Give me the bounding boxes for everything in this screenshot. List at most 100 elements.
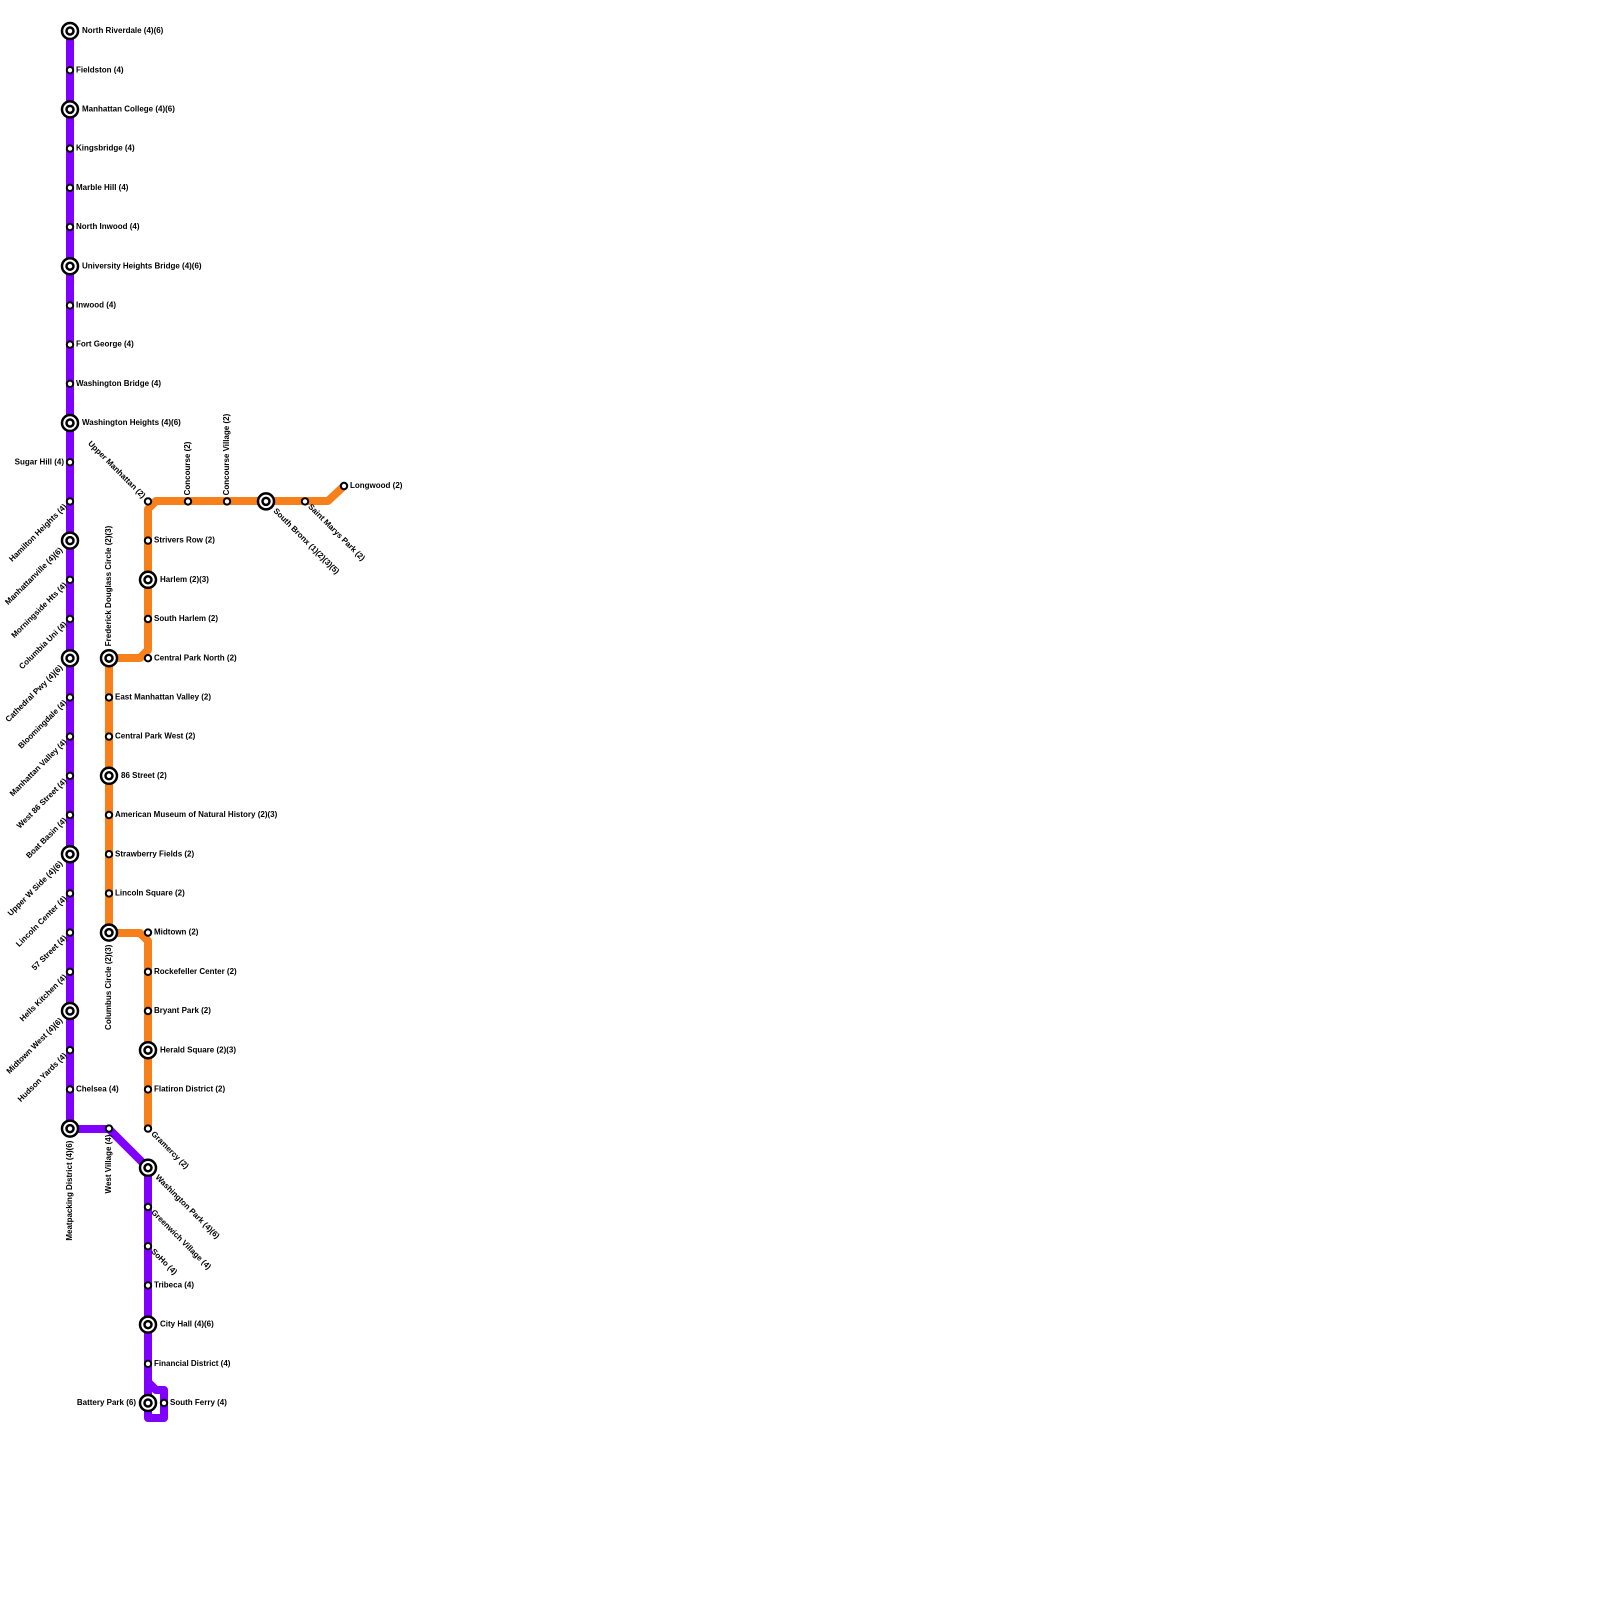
station-label: Flatiron District (2) — [154, 1085, 225, 1094]
station — [65, 379, 75, 388]
station-label: Concourse Village (2) — [222, 413, 231, 495]
station — [65, 771, 75, 780]
station — [65, 1046, 75, 1055]
station-label: Longwood (2) — [350, 481, 403, 490]
station — [65, 458, 75, 467]
station-label: Central Park North (2) — [154, 653, 237, 662]
station-label: North Riverdale (4)(6) — [82, 26, 164, 35]
station — [65, 340, 75, 349]
station — [183, 497, 193, 506]
interchange-inner — [143, 1319, 153, 1330]
station-label: Harlem (2)(3) — [160, 575, 209, 584]
station — [65, 144, 75, 153]
station-label: West Village (4) — [104, 1134, 113, 1193]
interchange-inner — [261, 496, 271, 507]
station-label: Marble Hill (4) — [76, 183, 129, 192]
interchange-inner — [65, 418, 75, 428]
station-label: City Hall (4)(6) — [160, 1320, 214, 1329]
station — [143, 536, 153, 545]
station — [65, 614, 75, 624]
station — [143, 1006, 153, 1016]
station-label: Strawberry Fields (2) — [115, 849, 194, 858]
station — [65, 222, 75, 232]
interchange-inner — [143, 575, 153, 585]
station — [65, 183, 75, 193]
station — [65, 66, 75, 75]
station — [339, 481, 349, 491]
interchange-inner — [104, 771, 114, 781]
station-label: University Heights Bridge (4)(6) — [82, 261, 202, 270]
station-label: Tribeca (4) — [154, 1281, 194, 1290]
station-label: 86 Street (2) — [121, 771, 167, 780]
station — [65, 810, 75, 820]
interchange-inner — [143, 1163, 153, 1173]
station-label: Fieldston (4) — [76, 65, 124, 74]
station-label: Midtown (2) — [154, 928, 199, 937]
station — [222, 497, 232, 506]
station-label: Lincoln Square (2) — [115, 889, 185, 898]
orange-line — [105, 483, 347, 1129]
station — [143, 614, 153, 624]
station-label: South Harlem (2) — [154, 614, 218, 623]
station-label: Chelsea (4) — [76, 1085, 119, 1094]
interchange-inner — [65, 104, 75, 115]
station — [65, 497, 75, 506]
station-label: Columbus Circle (2)(3) — [104, 944, 113, 1030]
station-label: Herald Square (2)(3) — [160, 1045, 236, 1054]
interchange-inner — [65, 26, 75, 36]
station-label: Rockefeller Center (2) — [154, 967, 237, 976]
station — [65, 967, 75, 976]
station — [143, 1202, 153, 1212]
station — [143, 1085, 153, 1094]
station — [65, 575, 75, 584]
interchange-inner — [65, 261, 75, 271]
station-label: Central Park West (2) — [115, 732, 196, 741]
station-label: Sugar Hill (4) — [15, 457, 65, 466]
station-label: Frederick Douglass Circle (2)(3) — [104, 525, 113, 646]
station — [143, 1281, 153, 1290]
interchange-inner — [65, 653, 75, 663]
station-label: Battery Park (6) — [77, 1398, 136, 1407]
station — [104, 1124, 114, 1133]
station — [65, 889, 75, 898]
station — [143, 654, 153, 663]
station-label: Washington Bridge (4) — [76, 379, 161, 388]
station — [65, 928, 75, 937]
station-label: South Ferry (4) — [170, 1398, 227, 1407]
station-label: Concourse (2) — [183, 441, 192, 495]
station — [65, 693, 75, 702]
station-label: Inwood (4) — [76, 301, 116, 310]
interchange-inner — [65, 1006, 75, 1016]
station — [143, 1242, 153, 1251]
station — [65, 1085, 75, 1094]
station — [143, 928, 153, 937]
interchange-inner — [143, 1398, 153, 1408]
interchange-inner — [65, 849, 75, 859]
station — [300, 497, 310, 506]
station — [65, 301, 75, 310]
interchange-inner — [104, 653, 114, 663]
station — [65, 732, 75, 741]
station-label: Strivers Row (2) — [154, 536, 215, 545]
station-label: North Inwood (4) — [76, 222, 140, 231]
station — [104, 810, 114, 820]
interchange-inner — [65, 1123, 75, 1134]
station — [143, 1124, 153, 1133]
station-label: American Museum of Natural History (2)(3… — [115, 810, 278, 819]
station — [104, 889, 114, 898]
station — [159, 1398, 169, 1408]
purple-line — [66, 31, 168, 1422]
station — [104, 693, 114, 702]
station-label: Bryant Park (2) — [154, 1006, 211, 1015]
station-label: Meatpacking District (4)(6) — [65, 1140, 74, 1240]
station-label: East Manhattan Valley (2) — [115, 693, 211, 702]
interchange-inner — [65, 535, 75, 546]
station-label: Financial District (4) — [154, 1359, 231, 1368]
station — [104, 850, 114, 859]
station — [143, 497, 153, 506]
station-label: Manhattan College (4)(6) — [82, 105, 175, 114]
station-label: Fort George (4) — [76, 340, 134, 349]
interchange-inner — [143, 1045, 153, 1055]
